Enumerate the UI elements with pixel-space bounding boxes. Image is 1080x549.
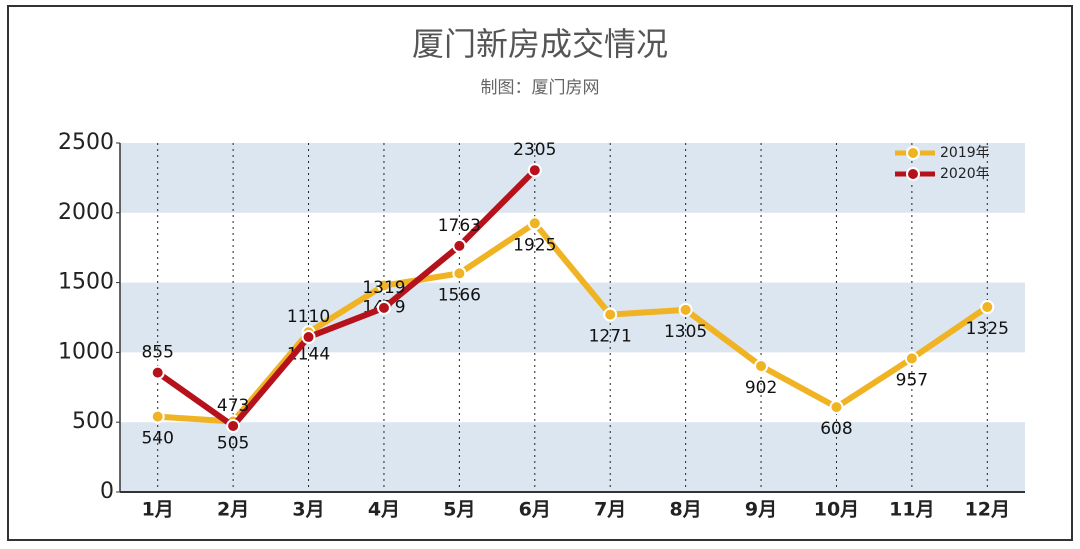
data-label: 1325 xyxy=(966,319,1009,339)
y-tick-label: 2000 xyxy=(58,200,114,225)
data-label: 608 xyxy=(820,419,852,439)
point xyxy=(150,365,165,380)
x-tick-label: 9月 xyxy=(745,499,777,521)
chart-subtitle: 制图：厦门房网 xyxy=(481,78,600,98)
data-label: 902 xyxy=(745,378,777,398)
point xyxy=(829,400,844,415)
point xyxy=(301,330,316,345)
data-label: 1271 xyxy=(589,327,632,347)
line xyxy=(155,168,537,429)
x-tick-label: 7月 xyxy=(594,499,626,521)
x-tick-label: 6月 xyxy=(519,499,551,521)
legend-label: 2020年 xyxy=(940,166,990,182)
y-tick-label: 1500 xyxy=(58,270,114,295)
point xyxy=(150,409,165,424)
data-label: 1319 xyxy=(362,278,405,298)
chart-title: 厦门新房成交情况 xyxy=(412,25,668,63)
band xyxy=(120,282,1025,353)
point xyxy=(452,238,467,253)
x-tick-label: 12月 xyxy=(965,499,1010,521)
line xyxy=(157,220,989,425)
x-tick-label: 10月 xyxy=(814,499,859,521)
legend-marker xyxy=(906,146,920,160)
data-label: 1763 xyxy=(438,216,481,236)
legend-marker xyxy=(906,167,920,181)
point xyxy=(376,300,391,315)
data-label: 473 xyxy=(217,396,249,416)
point xyxy=(527,163,542,178)
data-label: 957 xyxy=(896,370,928,390)
data-label: 1925 xyxy=(513,235,556,255)
x-tick-label: 1月 xyxy=(142,499,174,521)
x-tick-label: 8月 xyxy=(670,499,702,521)
point xyxy=(452,266,467,281)
point xyxy=(376,278,391,293)
point xyxy=(904,351,919,366)
point xyxy=(980,300,995,315)
y-tick-label: 0 xyxy=(100,479,114,504)
data-label: 540 xyxy=(141,429,173,449)
band xyxy=(120,143,1025,213)
x-tick-label: 11月 xyxy=(889,499,934,521)
y-tick-label: 2500 xyxy=(58,130,114,155)
x-tick-label: 2月 xyxy=(217,499,249,521)
point xyxy=(527,216,542,231)
x-tick-label: 3月 xyxy=(292,499,324,521)
point xyxy=(754,359,769,374)
x-tick-label: 5月 xyxy=(443,499,475,521)
data-label: 1305 xyxy=(664,322,707,342)
point xyxy=(603,307,618,322)
y-tick-label: 500 xyxy=(72,409,114,434)
data-label: 855 xyxy=(141,343,173,363)
data-label: 2305 xyxy=(513,140,556,160)
y-tick-label: 1000 xyxy=(58,339,114,364)
point xyxy=(226,418,241,433)
legend-label: 2019年 xyxy=(940,145,990,161)
data-label: 1566 xyxy=(438,285,481,305)
band xyxy=(120,422,1025,492)
data-label: 1110 xyxy=(287,307,330,327)
data-label: 505 xyxy=(217,434,249,454)
x-tick-label: 4月 xyxy=(368,499,400,521)
point xyxy=(678,302,693,317)
